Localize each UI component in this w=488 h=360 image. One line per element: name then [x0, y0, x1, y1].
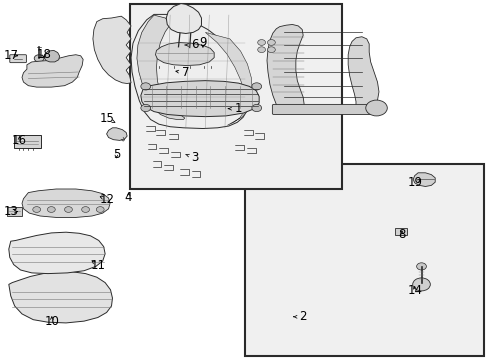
Circle shape	[267, 47, 275, 53]
Text: 9: 9	[199, 36, 206, 49]
Circle shape	[251, 83, 261, 90]
Text: 8: 8	[397, 228, 405, 241]
Text: 18: 18	[37, 48, 51, 60]
Circle shape	[47, 207, 55, 212]
Circle shape	[64, 207, 72, 212]
Circle shape	[365, 100, 386, 116]
Text: 19: 19	[407, 176, 421, 189]
Text: 11: 11	[90, 259, 105, 272]
Circle shape	[257, 40, 265, 45]
Circle shape	[267, 40, 275, 45]
Text: 17: 17	[3, 49, 18, 62]
Circle shape	[141, 104, 150, 112]
Text: 5: 5	[112, 148, 120, 161]
PathPatch shape	[141, 81, 259, 117]
PathPatch shape	[166, 4, 201, 33]
PathPatch shape	[412, 173, 434, 186]
PathPatch shape	[106, 128, 127, 140]
Text: 10: 10	[44, 315, 59, 328]
FancyBboxPatch shape	[394, 228, 407, 235]
Circle shape	[96, 207, 104, 212]
Circle shape	[34, 55, 44, 62]
Text: 7: 7	[182, 66, 189, 79]
PathPatch shape	[44, 50, 60, 62]
PathPatch shape	[131, 14, 248, 129]
PathPatch shape	[22, 189, 110, 217]
FancyBboxPatch shape	[272, 104, 381, 114]
Circle shape	[33, 207, 41, 212]
Text: 12: 12	[100, 193, 115, 206]
PathPatch shape	[347, 37, 378, 111]
Text: 16: 16	[12, 134, 27, 147]
FancyBboxPatch shape	[10, 55, 26, 63]
PathPatch shape	[155, 42, 214, 66]
Bar	[129, 4, 342, 189]
Circle shape	[412, 278, 429, 291]
PathPatch shape	[22, 55, 83, 87]
PathPatch shape	[205, 32, 252, 125]
Circle shape	[81, 207, 89, 212]
Circle shape	[257, 47, 265, 53]
Text: 6: 6	[190, 39, 198, 51]
Text: 2: 2	[299, 310, 306, 323]
Text: 4: 4	[124, 191, 132, 204]
FancyBboxPatch shape	[7, 207, 22, 216]
Circle shape	[141, 83, 150, 90]
Text: 13: 13	[3, 205, 18, 218]
FancyBboxPatch shape	[14, 135, 41, 148]
PathPatch shape	[9, 272, 112, 323]
PathPatch shape	[266, 24, 304, 113]
Text: 14: 14	[407, 284, 421, 297]
Circle shape	[251, 104, 261, 112]
PathPatch shape	[93, 16, 131, 84]
PathPatch shape	[9, 232, 105, 274]
Text: 3: 3	[190, 151, 198, 164]
Text: 15: 15	[100, 112, 115, 125]
Circle shape	[416, 263, 426, 270]
Text: 1: 1	[234, 102, 242, 115]
Bar	[245, 164, 483, 356]
PathPatch shape	[137, 15, 184, 120]
